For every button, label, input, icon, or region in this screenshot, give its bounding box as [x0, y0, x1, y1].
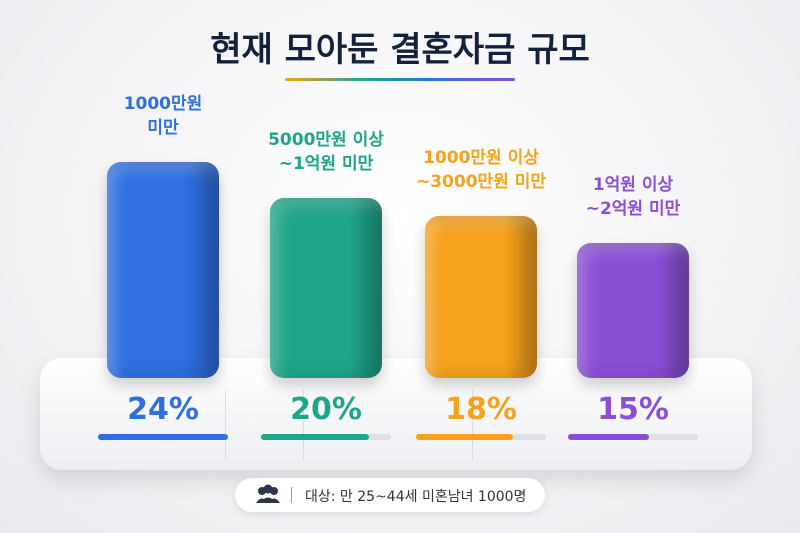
people-icon: [256, 484, 280, 503]
footnote-pill: [235, 478, 545, 512]
category-label: 1000만원 미만: [123, 94, 203, 138]
divider: [472, 390, 473, 460]
footnote: 대상: 만 25~44세 미혼남녀 1000명: [305, 489, 527, 505]
value-label: 18%: [445, 392, 517, 427]
divider: [303, 390, 304, 460]
progress-bar: [261, 434, 369, 440]
category-label: 1억원 이상 ~2억원 미만: [585, 175, 681, 219]
bar: [577, 243, 689, 378]
chart-title: 현재 모아둔 결혼자금 규모: [210, 30, 590, 70]
progress-bar: [416, 434, 514, 440]
value-label: 24%: [127, 392, 199, 427]
bar: [270, 198, 382, 378]
bar: [425, 216, 537, 378]
category-label: 1000만원 이상 ~3000만원 미만: [415, 148, 547, 192]
divider: [225, 390, 226, 460]
progress-bar: [568, 434, 649, 440]
bar: [107, 162, 219, 378]
category-label: 5000만원 이상 ~1억원 미만: [268, 130, 384, 174]
progress-bar: [98, 434, 228, 440]
value-label: 15%: [597, 392, 669, 427]
title-underline: [285, 78, 515, 81]
value-label: 20%: [290, 392, 362, 427]
